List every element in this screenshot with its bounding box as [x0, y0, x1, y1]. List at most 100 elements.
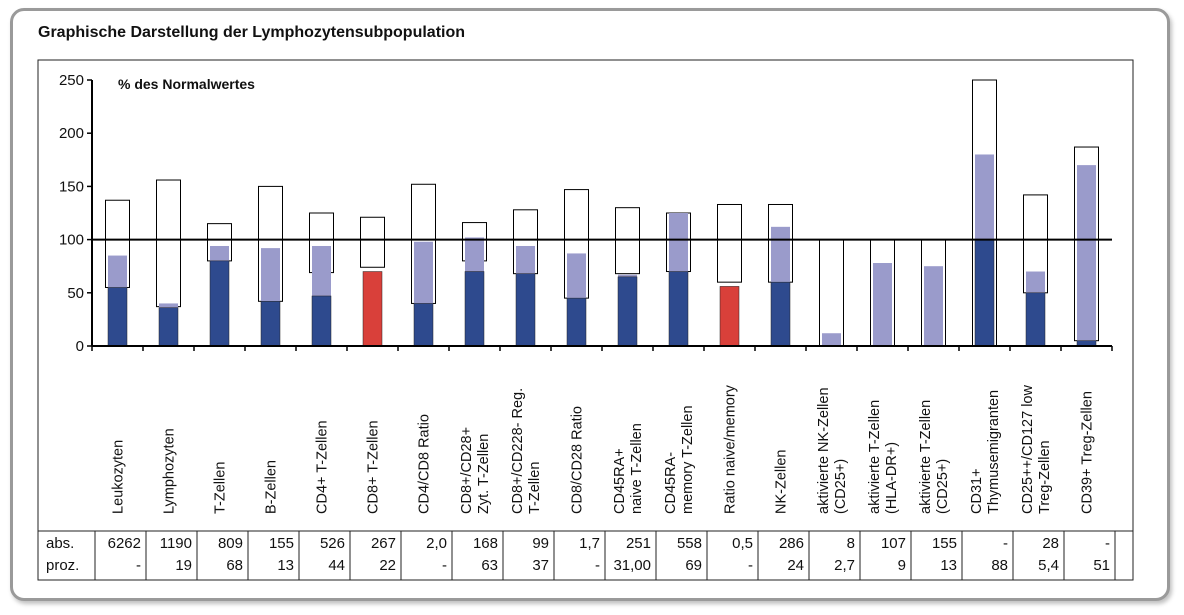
category-label: Zyt. T-Zellen — [476, 434, 492, 514]
table-proz-value: 69 — [685, 557, 702, 574]
table-abs-value: 809 — [218, 535, 243, 552]
category-label: T-Zellen — [527, 462, 543, 514]
patient-bar — [566, 297, 587, 347]
table-proz-value: 63 — [481, 557, 498, 574]
value-bar — [1077, 165, 1096, 346]
category-label: CD45RA- — [663, 452, 679, 514]
category-label: aktivierte T-Zellen — [867, 400, 883, 514]
category-label: memory T-Zellen — [680, 405, 696, 514]
table-abs-value: 168 — [473, 535, 498, 552]
table-proz-value: 2,7 — [834, 557, 855, 574]
category-label: CD8+/CD228- Reg. — [510, 388, 526, 514]
category-label: (HLA-DR+) — [884, 442, 900, 514]
patient-bar — [260, 301, 281, 347]
normal-range-bar — [360, 216, 385, 268]
category-label: Thymusemigranten — [986, 390, 1002, 514]
table-abs-value: 28 — [1042, 535, 1059, 552]
table-proz-value: 13 — [940, 557, 957, 574]
table-abs-value: 2,0 — [426, 535, 447, 552]
category-label: CD45RA+ — [612, 448, 628, 514]
patient-bar — [515, 273, 536, 347]
patient-bar — [362, 271, 383, 347]
y-tick-label: 100 — [59, 232, 84, 249]
patient-bar — [311, 295, 332, 347]
table-abs-value: 286 — [779, 535, 804, 552]
table-abs-value: 1,7 — [579, 535, 600, 552]
table-abs-value: - — [1003, 535, 1008, 552]
patient-bar — [974, 239, 995, 347]
category-label: NK-Zellen — [774, 450, 790, 514]
category-label: CD8+ T-Zellen — [366, 420, 382, 514]
normal-range-bar — [615, 207, 640, 275]
patient-bar — [158, 307, 179, 347]
value-bar — [873, 263, 892, 346]
category-label: B-Zellen — [264, 460, 280, 514]
patient-bar — [668, 271, 689, 347]
category-label: CD25++/CD127 low — [1020, 385, 1036, 514]
category-label: aktivierte NK-Zellen — [816, 387, 832, 514]
category-label: CD31+ — [969, 468, 985, 514]
table-abs-value: 8 — [847, 535, 855, 552]
category-label: CD39+ Treg-Zellen — [1080, 391, 1096, 514]
value-bar — [924, 266, 943, 346]
patient-bar — [107, 287, 128, 347]
y-tick-label: 150 — [59, 178, 84, 195]
patient-bar — [770, 281, 791, 347]
table-abs-value: 107 — [881, 535, 906, 552]
table-abs-value: 0,5 — [732, 535, 753, 552]
table-abs-value: 526 — [320, 535, 345, 552]
table-proz-value: 31,00 — [613, 557, 651, 574]
table-proz-value: 88 — [991, 557, 1008, 574]
table-proz-value: 9 — [898, 557, 906, 574]
table-proz-value: 13 — [277, 557, 294, 574]
plot-frame — [37, 59, 1134, 581]
chart-annotation: % des Normalwertes — [118, 76, 255, 92]
category-label: Treg-Zellen — [1037, 440, 1053, 514]
category-label: Ratio naive/memory — [723, 384, 739, 514]
patient-bar — [719, 286, 740, 347]
table-abs-value: - — [1105, 535, 1110, 552]
table-proz-value: 37 — [532, 557, 549, 574]
table-proz-value: 22 — [379, 557, 396, 574]
normal-range-bar — [819, 239, 844, 347]
category-label: (CD25+) — [935, 459, 951, 514]
table-proz-value: - — [442, 557, 447, 574]
table-abs-value: 251 — [626, 535, 651, 552]
category-label: aktivierte T-Zellen — [918, 400, 934, 514]
patient-bar — [1025, 292, 1046, 347]
table-row-label: abs. — [46, 535, 74, 552]
table-abs-value: 558 — [677, 535, 702, 552]
table-proz-value: 24 — [787, 557, 804, 574]
table-proz-value: 19 — [175, 557, 192, 574]
category-label: naive T-Zellen — [629, 423, 645, 514]
table-proz-value: - — [595, 557, 600, 574]
category-label: T-Zellen — [213, 462, 229, 514]
table-proz-value: 44 — [328, 557, 345, 574]
table-proz-value: 68 — [226, 557, 243, 574]
table-abs-value: 155 — [932, 535, 957, 552]
table-proz-value: - — [748, 557, 753, 574]
table-row-label: proz. — [46, 557, 79, 574]
category-label: CD8/CD28 Ratio — [570, 406, 586, 514]
y-tick-label: 250 — [59, 72, 84, 89]
y-tick-label: 0 — [76, 338, 84, 355]
table-abs-value: 6262 — [108, 535, 141, 552]
y-tick-label: 200 — [59, 125, 84, 142]
table-abs-value: 267 — [371, 535, 396, 552]
category-label: CD8+/CD28+ — [459, 427, 475, 514]
normal-range-bar — [156, 179, 181, 308]
table-abs-value: 1190 — [160, 535, 192, 552]
table-abs-value: 155 — [269, 535, 294, 552]
patient-bar — [209, 260, 230, 347]
table-proz-value: - — [136, 557, 141, 574]
table-proz-value: 5,4 — [1038, 557, 1059, 574]
normal-range-bar — [717, 203, 742, 283]
patient-bar — [464, 271, 485, 347]
category-label: Lymphozyten — [162, 428, 178, 514]
patient-bar — [617, 276, 638, 347]
patient-bar — [413, 303, 434, 347]
value-bar — [822, 333, 841, 346]
table-proz-value: 51 — [1093, 557, 1110, 574]
y-tick-label: 50 — [67, 285, 84, 302]
